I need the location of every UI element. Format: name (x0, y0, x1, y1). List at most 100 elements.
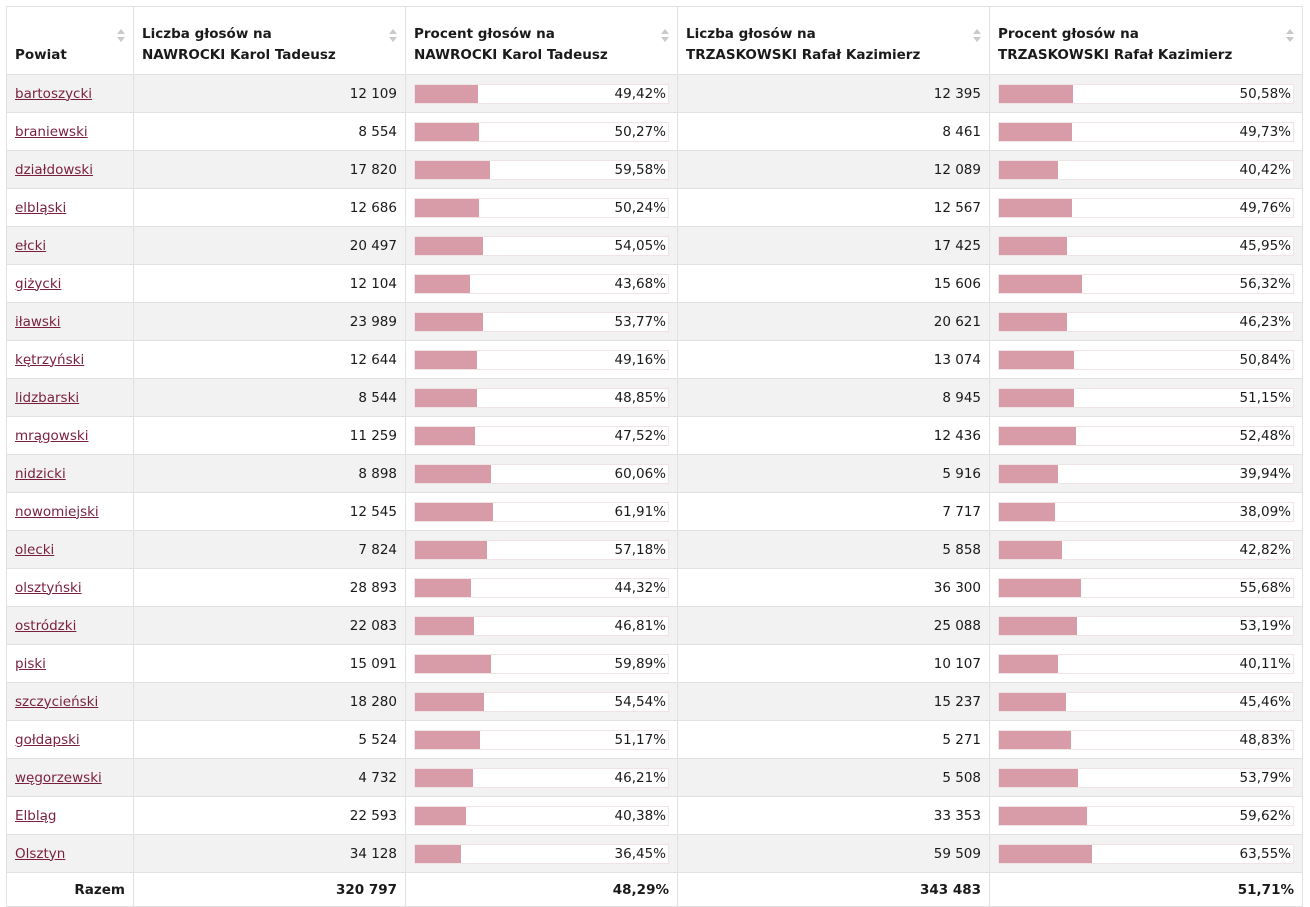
nawrocki-percent-cell: 44,32% (405, 568, 678, 607)
powiat-link[interactable]: nidzicki (15, 465, 66, 482)
powiat-link[interactable]: nowomiejski (15, 503, 99, 520)
powiat-link[interactable]: bartoszycki (15, 85, 93, 102)
nawrocki-percent-cell: 49,16% (405, 340, 678, 379)
column-header-trzaskowski-percent[interactable]: Procent głosów na TRZASKOWSKI Rafał Kazi… (989, 6, 1303, 75)
trzaskowski-percent-bar-fill (999, 578, 1081, 597)
nawrocki-percent-label: 47,52% (614, 427, 666, 444)
trzaskowski-percent-bar-fill (999, 654, 1058, 673)
powiat-link[interactable]: braniewski (15, 123, 88, 140)
trzaskowski-percent-bar-fill (999, 236, 1067, 255)
nawrocki-percent-cell: 51,17% (405, 720, 678, 759)
trzaskowski-percent-label: 39,94% (1239, 465, 1291, 482)
nawrocki-percent-cell: 53,77% (405, 302, 678, 341)
results-table-container: Powiat Liczba głosów na NAWROCKI Karol T… (6, 6, 1303, 907)
table-row: kętrzyński 12 644 49,16% 13 074 50,84% (6, 340, 1303, 379)
nawrocki-percent-bar: 54,54% (414, 691, 669, 712)
nawrocki-percent-bar-fill (415, 388, 477, 407)
table-row: giżycki 12 104 43,68% 15 606 56,32% (6, 264, 1303, 303)
table-row: nowomiejski 12 545 61,91% 7 717 38,09% (6, 492, 1303, 531)
powiat-link[interactable]: kętrzyński (15, 351, 85, 368)
powiat-link[interactable]: ełcki (15, 237, 47, 254)
trzaskowski-percent-bar: 42,82% (998, 539, 1294, 560)
trzaskowski-percent-bar-fill (999, 122, 1073, 141)
powiat-cell: bartoszycki (6, 74, 134, 113)
powiat-link[interactable]: elbląski (15, 199, 67, 216)
column-header-nawrocki-percent[interactable]: Procent głosów na NAWROCKI Karol Tadeusz (405, 6, 678, 75)
nawrocki-percent-label: 57,18% (614, 541, 666, 558)
powiat-link[interactable]: działdowski (15, 161, 93, 178)
powiat-link[interactable]: gołdapski (15, 731, 80, 748)
sort-icon[interactable] (389, 27, 397, 45)
nawrocki-percent-bar-fill (415, 692, 484, 711)
trzaskowski-percent-bar-fill (999, 388, 1075, 407)
nawrocki-percent-bar: 47,52% (414, 425, 669, 446)
trzaskowski-percent-bar-fill (999, 768, 1079, 787)
sort-icon[interactable] (1286, 27, 1294, 45)
table-row: mrągowski 11 259 47,52% 12 436 52,48% (6, 416, 1303, 455)
column-header-nawrocki-votes[interactable]: Liczba głosów na NAWROCKI Karol Tadeusz (133, 6, 406, 75)
column-header-label: TRZASKOWSKI Rafał Kazimierz (686, 47, 921, 63)
powiat-cell: olsztyński (6, 568, 134, 607)
trzaskowski-percent-bar-fill (999, 540, 1062, 559)
sort-icon[interactable] (661, 27, 669, 45)
trzaskowski-percent-bar: 50,58% (998, 83, 1294, 104)
trzaskowski-votes-cell: 13 074 (677, 340, 990, 379)
column-header-label: Procent głosów na (414, 26, 555, 42)
nawrocki-percent-cell: 60,06% (405, 454, 678, 493)
trzaskowski-votes-cell: 12 567 (677, 188, 990, 227)
powiat-link[interactable]: giżycki (15, 275, 62, 292)
nawrocki-percent-bar-fill (415, 654, 491, 673)
nawrocki-percent-label: 43,68% (614, 275, 666, 292)
trzaskowski-percent-label: 40,42% (1239, 161, 1291, 178)
powiat-link[interactable]: ostródzki (15, 617, 77, 634)
trzaskowski-percent-label: 52,48% (1239, 427, 1291, 444)
trzaskowski-percent-cell: 42,82% (989, 530, 1303, 569)
nawrocki-percent-cell: 54,54% (405, 682, 678, 721)
powiat-link[interactable]: Olsztyn (15, 845, 66, 862)
powiat-link[interactable]: lidzbarski (15, 389, 80, 406)
trzaskowski-percent-label: 49,73% (1239, 123, 1291, 140)
nawrocki-percent-bar-fill (415, 312, 484, 331)
powiat-link[interactable]: iławski (15, 313, 61, 330)
trzaskowski-percent-cell: 46,23% (989, 302, 1303, 341)
nawrocki-percent-bar-fill (415, 274, 471, 293)
trzaskowski-percent-bar: 39,94% (998, 463, 1294, 484)
sort-icon[interactable] (117, 27, 125, 45)
powiat-cell: Olsztyn (6, 834, 134, 873)
table-row: Elbląg 22 593 40,38% 33 353 59,62% (6, 796, 1303, 835)
trzaskowski-percent-bar-fill (999, 426, 1077, 445)
powiat-link[interactable]: olsztyński (15, 579, 82, 596)
nawrocki-votes-cell: 8 544 (133, 378, 406, 417)
trzaskowski-percent-label: 40,11% (1239, 655, 1291, 672)
trzaskowski-percent-cell: 53,79% (989, 758, 1303, 797)
powiat-link[interactable]: mrągowski (15, 427, 89, 444)
trzaskowski-percent-label: 46,23% (1239, 313, 1291, 330)
trzaskowski-percent-bar-fill (999, 312, 1067, 331)
nawrocki-percent-bar-fill (415, 540, 488, 559)
trzaskowski-votes-cell: 15 237 (677, 682, 990, 721)
nawrocki-percent-label: 50,27% (614, 123, 666, 140)
nawrocki-percent-bar: 59,58% (414, 159, 669, 180)
table-row: piski 15 091 59,89% 10 107 40,11% (6, 644, 1303, 683)
powiat-link[interactable]: szczycieński (15, 693, 99, 710)
column-header-trzaskowski-votes[interactable]: Liczba głosów na TRZASKOWSKI Rafał Kazim… (677, 6, 990, 75)
sort-icon[interactable] (973, 27, 981, 45)
trzaskowski-votes-cell: 36 300 (677, 568, 990, 607)
powiat-link[interactable]: piski (15, 655, 46, 672)
trzaskowski-percent-cell: 50,84% (989, 340, 1303, 379)
powiat-link[interactable]: węgorzewski (15, 769, 102, 786)
powiat-cell: piski (6, 644, 134, 683)
trzaskowski-percent-bar: 51,15% (998, 387, 1294, 408)
trzaskowski-votes-cell: 15 606 (677, 264, 990, 303)
trzaskowski-percent-label: 51,15% (1239, 389, 1291, 406)
nawrocki-percent-label: 59,89% (614, 655, 666, 672)
column-header-powiat[interactable]: Powiat (6, 6, 134, 75)
trzaskowski-percent-cell: 40,42% (989, 150, 1303, 189)
nawrocki-percent-bar-fill (415, 160, 491, 179)
trzaskowski-votes-cell: 17 425 (677, 226, 990, 265)
nawrocki-percent-label: 54,05% (614, 237, 666, 254)
powiat-link[interactable]: Elbląg (15, 807, 57, 824)
nawrocki-votes-cell: 17 820 (133, 150, 406, 189)
powiat-link[interactable]: olecki (15, 541, 55, 558)
nawrocki-percent-bar: 50,27% (414, 121, 669, 142)
